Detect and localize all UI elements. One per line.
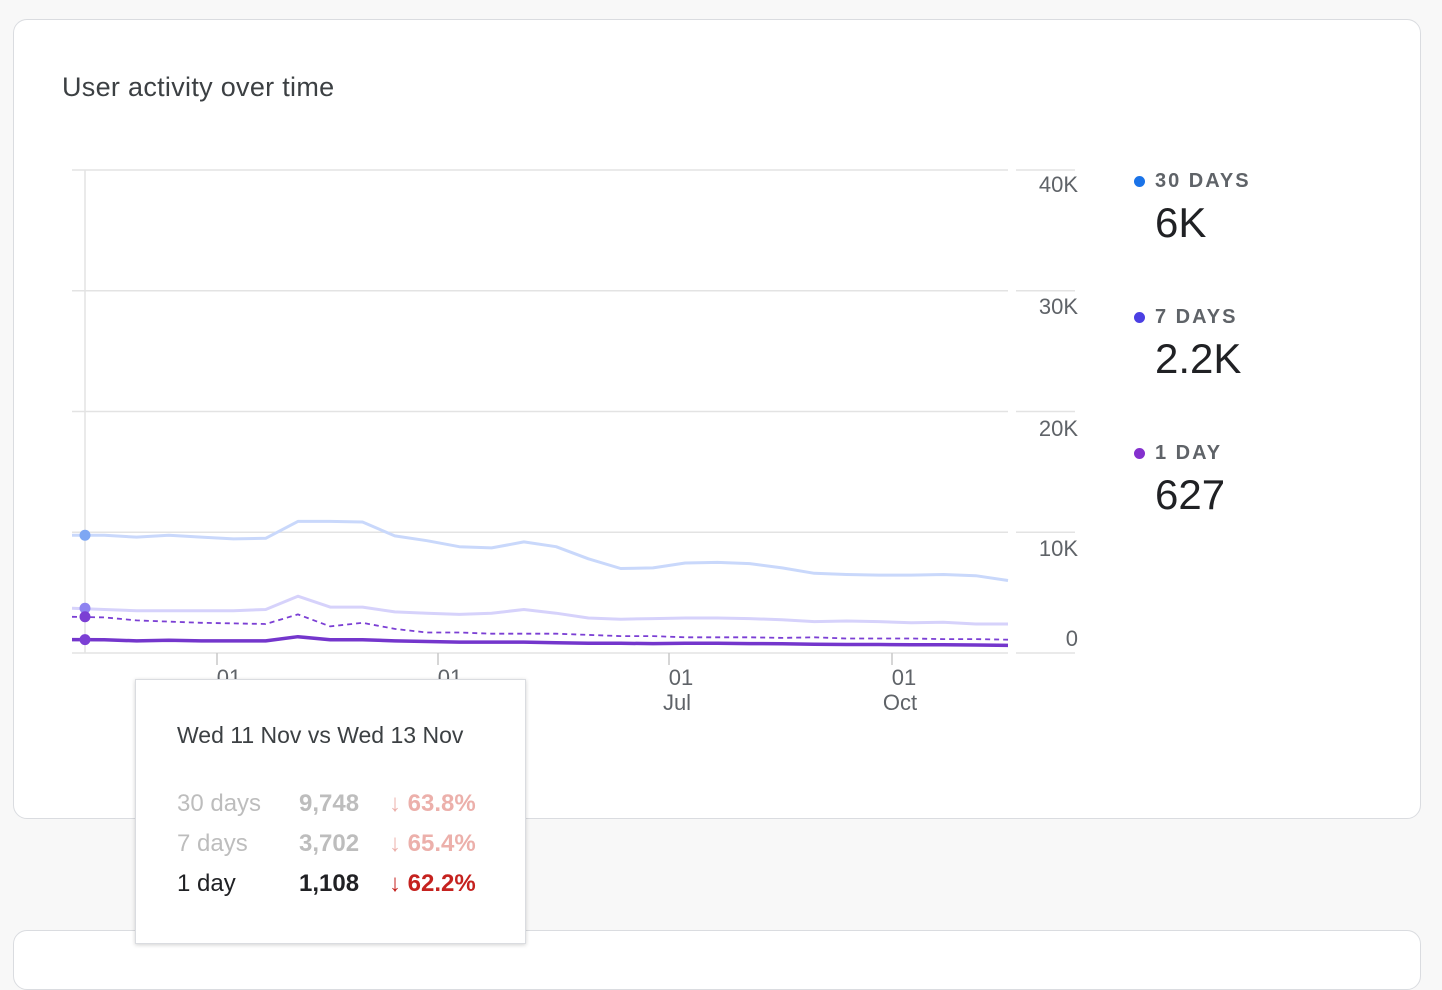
y-tick-label: 0 — [1066, 626, 1078, 651]
legend-1-day-value: 627 — [1155, 471, 1226, 518]
legend-1-day-dot — [1134, 448, 1145, 459]
tooltip-row-value: 3,702 — [299, 830, 360, 857]
legend-30-days-value: 6K — [1155, 199, 1207, 246]
x-tick-month: Jul — [663, 690, 691, 715]
tooltip-header: Wed 11 Nov vs Wed 13 Nov — [177, 722, 464, 748]
legend-30-days-dot — [1134, 176, 1145, 187]
tooltip-row-1-day: 1 day 1,108 ↓ 62.2% — [177, 870, 507, 900]
tooltip-row-7-days: 7 days 3,702 ↓ 65.4% — [177, 830, 507, 860]
chart-gridlines — [72, 169, 1075, 654]
tooltip-row-change: ↓ 62.2% — [389, 870, 476, 897]
legend-1-day-label: 1 DAY — [1155, 442, 1223, 464]
legend-7-days-value: 2.2K — [1155, 335, 1242, 382]
tooltip-row-label: 7 days — [177, 830, 248, 857]
tooltip-row-value: 9,748 — [299, 790, 360, 817]
y-axis-ticks: 40K 30K 20K 10K 0 — [1039, 172, 1078, 651]
series-marker-7-days — [79, 602, 91, 614]
legend-7-days[interactable]: 7 DAYS 2.2K — [1134, 306, 1241, 383]
tooltip-row-value: 1,108 — [299, 870, 360, 897]
chart-markers — [79, 529, 91, 646]
x-tick-day: 01 — [892, 665, 916, 690]
series-marker-30-days — [79, 529, 91, 541]
x-tick-month: Oct — [883, 690, 917, 715]
series-marker-1-day-previous-period- — [79, 611, 91, 623]
y-tick-label: 40K — [1039, 172, 1078, 197]
series-line-1-day-previous-period- — [71, 613, 1009, 641]
y-tick-label: 30K — [1039, 294, 1078, 319]
tooltip-row-change: ↓ 63.8% — [389, 790, 476, 817]
legend-30-days[interactable]: 30 DAYS 6K — [1134, 170, 1251, 247]
tooltip-row-change: ↓ 65.4% — [389, 830, 476, 857]
x-tick-day: 01 — [669, 665, 693, 690]
chart-tooltip: Wed 11 Nov vs Wed 13 Nov 30 days 9,748 ↓… — [135, 679, 526, 944]
y-tick-label: 10K — [1039, 536, 1078, 561]
legend-1-day[interactable]: 1 DAY 627 — [1134, 442, 1225, 519]
series-line-7-days — [71, 594, 1008, 626]
tooltip-row-30-days: 30 days 9,748 ↓ 63.8% — [177, 790, 507, 820]
legend-7-days-dot — [1134, 312, 1145, 323]
legend-30-days-label: 30 DAYS — [1155, 170, 1251, 192]
tooltip-row-label: 1 day — [177, 870, 236, 897]
series-line-30-days — [72, 519, 1009, 582]
legend-7-days-label: 7 DAYS — [1155, 306, 1238, 328]
card-title: User activity over time — [62, 72, 335, 102]
series-marker-1-day — [79, 634, 91, 646]
y-tick-label: 20K — [1039, 416, 1078, 441]
tooltip-row-label: 30 days — [177, 790, 262, 817]
series-line-1-day — [71, 634, 1009, 648]
chart-series — [71, 519, 1009, 648]
